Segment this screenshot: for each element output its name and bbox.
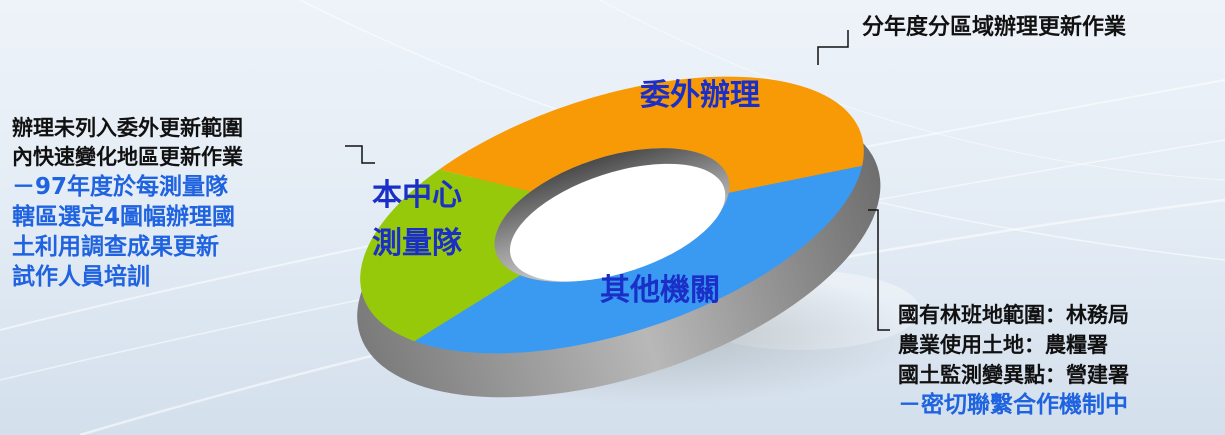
annotation-left-highlight: 轄區選定4圖幅辦理國 <box>12 204 236 230</box>
annotation-right-line: 國有林班地範圍：林務局 <box>898 303 1129 327</box>
connector-top <box>817 30 849 65</box>
annotation-top: 分年度分區域辦理更新作業 <box>862 15 1127 40</box>
annotation-right-highlight: －密切聯繫合作機制中 <box>898 392 1128 418</box>
segment-center-survey-team <box>360 169 531 342</box>
connector-right <box>868 209 890 331</box>
segment-outsourced <box>439 76 864 193</box>
segment-label-center-line2: 測量隊 <box>372 226 462 261</box>
annotation-right-line: 農業使用土地：農糧署 <box>898 333 1108 357</box>
donut-hole <box>510 163 726 282</box>
annotation-left-highlight: 土利用調查成果更新 <box>12 234 219 260</box>
segment-label-outsourced: 委外辦理 <box>640 78 760 113</box>
segment-label-other-agencies: 其他機關 <box>600 273 720 308</box>
annotation-right-line: 國土監測變異點：營建署 <box>898 363 1129 387</box>
annotation-left-highlight: 試作人員培訓 <box>12 264 150 290</box>
annotation-left-highlight: －97年度於每測量隊 <box>12 174 229 200</box>
connector-left <box>345 145 375 164</box>
annotation-left: 辦理未列入委外更新範圍 內快速變化地區更新作業 －97年度於每測量隊 轄區選定4… <box>12 114 243 292</box>
segment-other-agencies <box>414 165 863 354</box>
segment-label-center-line1: 本中心 <box>372 178 462 213</box>
annotation-left-line: 辦理未列入委外更新範圍 <box>12 116 243 140</box>
annotation-left-line: 內快速變化地區更新作業 <box>12 145 243 169</box>
annotation-right: 國有林班地範圍：林務局 農業使用土地：農糧署 國土監測變異點：營建署 －密切聯繫… <box>898 300 1129 420</box>
